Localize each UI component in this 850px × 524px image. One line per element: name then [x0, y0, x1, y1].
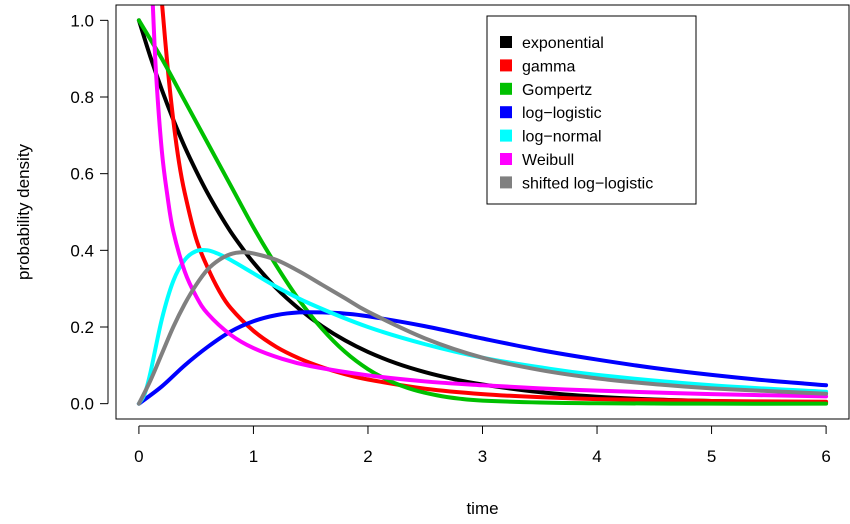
legend-swatch	[500, 106, 512, 119]
legend-swatch	[500, 153, 512, 165]
legend-label: Gompertz	[522, 82, 592, 99]
legend-swatch	[500, 82, 512, 95]
x-tick-label: 5	[707, 447, 716, 466]
legend-swatch	[500, 36, 512, 48]
x-tick-label: 1	[249, 447, 258, 466]
legend-swatch	[500, 129, 512, 142]
y-tick-label: 0.6	[70, 165, 94, 184]
legend-swatch	[500, 59, 512, 72]
legend-label: Weibull	[522, 152, 574, 169]
series-curves	[136, 5, 829, 406]
y-tick-label: 0.2	[70, 318, 94, 337]
series-line-0	[136, 18, 829, 405]
x-tick-label: 2	[363, 447, 372, 466]
series-line-4	[136, 247, 829, 406]
x-axis: 0 1 2 3 4 5 6	[134, 425, 831, 466]
legend-swatch	[500, 176, 512, 189]
y-tick-label: 0.0	[70, 395, 94, 414]
legend-label: exponential	[522, 35, 604, 52]
y-axis: 0.0 0.2 0.4 0.6 0.8 1.0	[70, 11, 109, 414]
legend-label: shifted log−logistic	[522, 175, 653, 192]
y-axis-title: probability density	[14, 143, 33, 280]
x-axis-title: time	[466, 499, 498, 518]
x-tick-label: 0	[134, 447, 143, 466]
series-line-6	[136, 250, 829, 406]
series-line-3	[136, 310, 829, 406]
legend-label: log−logistic	[522, 105, 602, 122]
x-tick-label: 3	[478, 447, 487, 466]
legend-box	[486, 15, 697, 205]
y-tick-label: 1.0	[70, 11, 94, 30]
plot-frame	[115, 4, 850, 420]
legend-label: gamma	[522, 58, 575, 75]
x-tick-label: 4	[592, 447, 601, 466]
series-line-5	[150, 5, 829, 399]
series-line-2	[136, 18, 829, 406]
y-tick-label: 0.4	[70, 241, 94, 260]
legend: exponential gamma Gompertz log−logistic log−…	[486, 15, 697, 205]
x-tick-label: 6	[821, 447, 830, 466]
legend-label: log−normal	[522, 129, 602, 146]
series-line-1	[160, 5, 829, 404]
y-tick-label: 0.8	[70, 88, 94, 107]
